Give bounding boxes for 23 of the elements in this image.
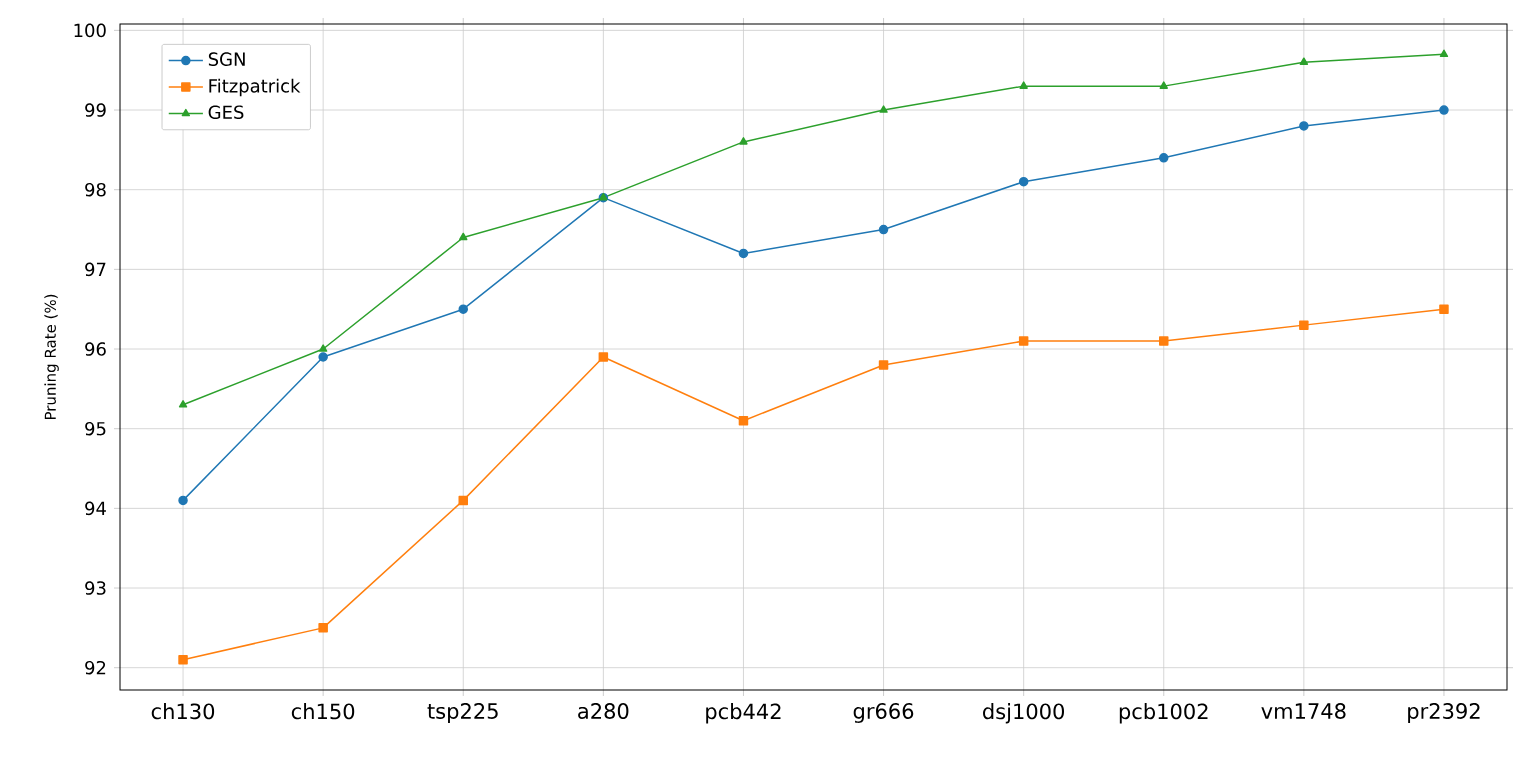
legend-label: SGN bbox=[208, 52, 245, 66]
x-tick-label: a280 bbox=[578, 703, 629, 719]
x-tick-label: pr2392 bbox=[1408, 703, 1480, 724]
y-tick-label: 100 bbox=[74, 23, 106, 38]
x-tick-label: pcb442 bbox=[706, 703, 781, 724]
y-tick-label: 98 bbox=[85, 182, 106, 197]
legend-label: GES bbox=[208, 105, 244, 120]
y-tick-label: 99 bbox=[85, 103, 106, 117]
y-tick-label: 97 bbox=[85, 262, 106, 277]
x-tick-label: gr666 bbox=[853, 703, 914, 724]
y-tick-label: 96 bbox=[85, 342, 106, 356]
y-tick-label: 92 bbox=[85, 660, 106, 675]
y-axis-title: Pruning Rate (%) bbox=[44, 294, 59, 420]
x-tick-label: pcb1002 bbox=[1119, 703, 1208, 724]
y-tick-label: 95 bbox=[85, 421, 106, 436]
x-tick-label: ch150 bbox=[291, 703, 355, 720]
x-tick-label: dsj1000 bbox=[983, 703, 1065, 724]
y-tick-label: 93 bbox=[85, 581, 106, 595]
y-tick-label: 94 bbox=[85, 501, 106, 516]
x-tick-label: vm1748 bbox=[1261, 703, 1346, 719]
x-tick-label: ch130 bbox=[151, 703, 215, 720]
legend-label: Fitzpatrick bbox=[209, 78, 301, 97]
x-tick-label: tsp225 bbox=[427, 703, 498, 724]
